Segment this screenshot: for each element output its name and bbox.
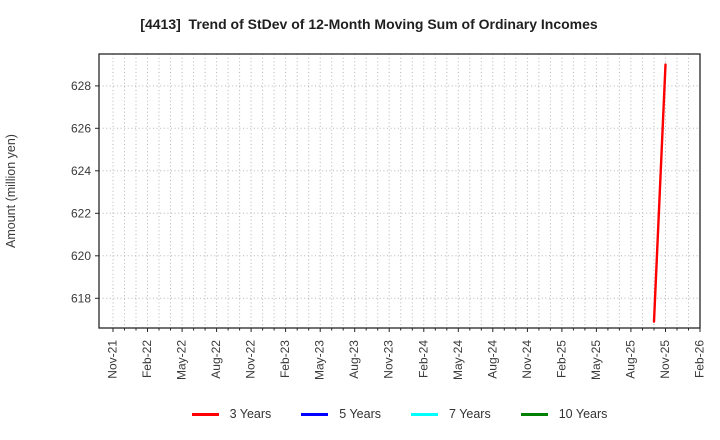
svg-text:Aug-24: Aug-24 [485,340,499,379]
svg-text:Aug-23: Aug-23 [347,340,361,379]
svg-text:Nov-21: Nov-21 [106,340,120,379]
svg-text:628: 628 [71,79,91,93]
legend-label: 5 Years [339,407,382,421]
legend: 3 Years 5 Years 7 Years 10 Years [99,403,700,425]
svg-text:620: 620 [71,249,91,263]
legend-line-swatch-blue [301,412,329,416]
legend-item-7-years: 7 Years [411,407,491,421]
svg-text:Feb-26: Feb-26 [693,340,707,378]
legend-item-3-years: 3 Years [191,407,272,421]
svg-text:Nov-25: Nov-25 [658,340,672,379]
legend-label: 10 Years [558,407,608,421]
svg-text:Nov-22: Nov-22 [244,340,258,379]
svg-text:Feb-22: Feb-22 [140,340,154,378]
legend-label: 3 Years [229,407,272,421]
svg-text:Nov-23: Nov-23 [382,340,396,379]
svg-text:626: 626 [71,122,91,136]
svg-text:Amount (million yen): Amount (million yen) [4,134,18,248]
svg-text:Aug-22: Aug-22 [209,340,223,379]
svg-text:May-25: May-25 [589,340,603,380]
svg-text:Feb-25: Feb-25 [554,340,568,378]
svg-text:624: 624 [71,164,91,178]
legend-line-swatch-red [191,412,219,416]
legend-line-swatch-green [520,412,548,416]
legend-item-10-years: 10 Years [520,407,608,421]
legend-label: 7 Years [449,407,491,421]
svg-text:May-22: May-22 [175,340,189,380]
svg-text:Feb-23: Feb-23 [278,340,292,378]
svg-text:May-23: May-23 [313,340,327,380]
svg-text:Aug-25: Aug-25 [623,340,637,379]
legend-line-swatch-cyan [411,412,439,416]
svg-text:618: 618 [71,292,91,306]
chart-title: [4413] Trend of StDev of 12-Month Moving… [140,16,598,32]
svg-text:May-24: May-24 [451,340,465,380]
svg-text:622: 622 [71,207,91,221]
svg-text:Nov-24: Nov-24 [520,340,534,379]
legend-item-5-years: 5 Years [301,407,381,421]
svg-text:Feb-24: Feb-24 [416,340,430,378]
